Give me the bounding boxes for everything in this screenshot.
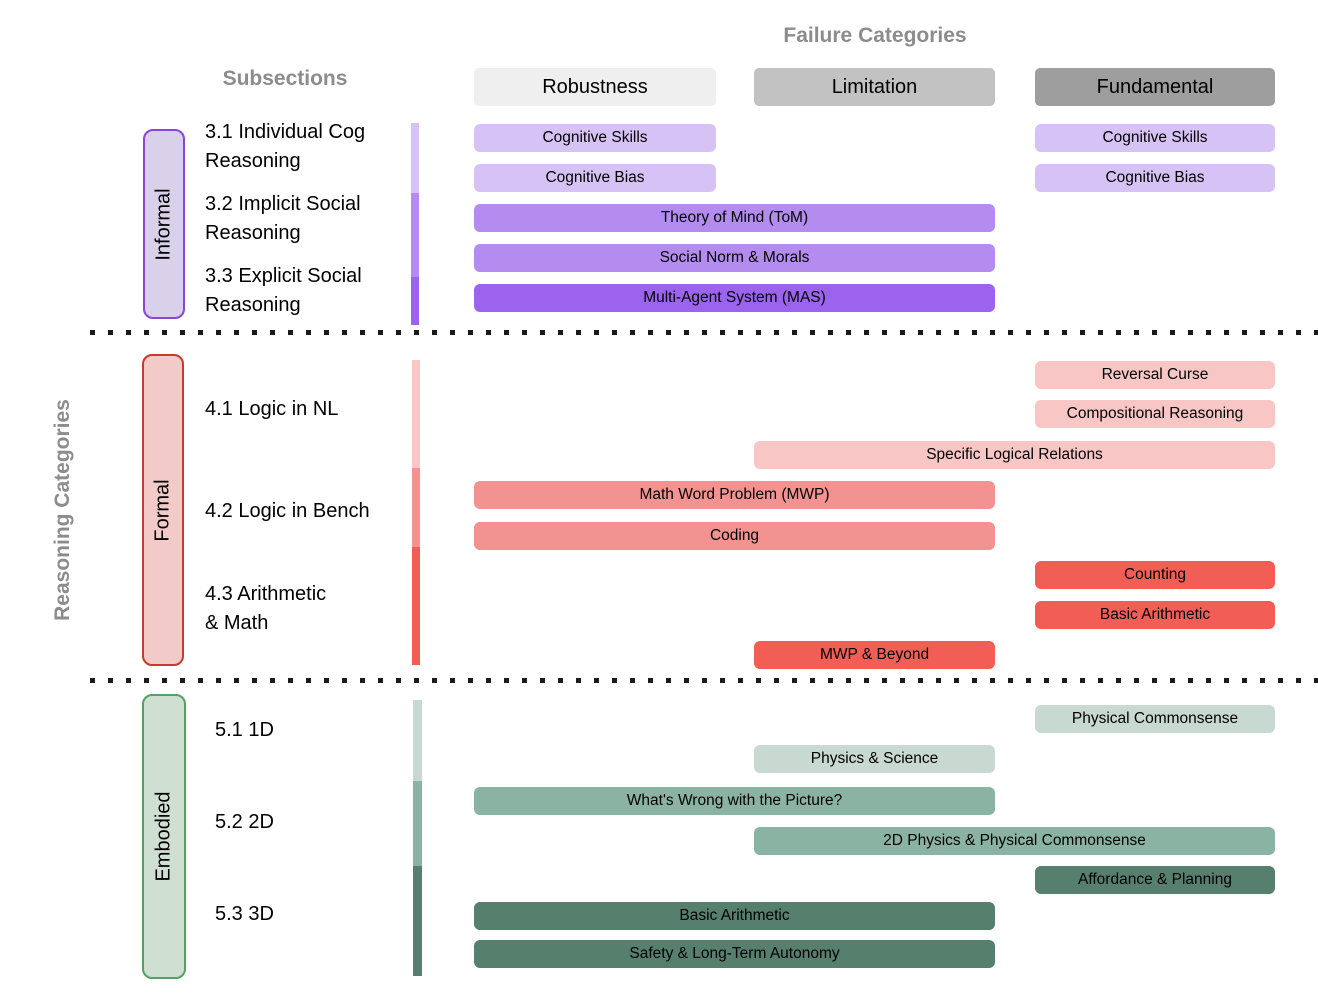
subsection-3-3-line1: 3.3 Explicit Social <box>205 265 362 287</box>
bar-physics-science: Physics & Science <box>754 745 995 773</box>
subsection-5-1-line1: 5.1 1D <box>215 719 274 741</box>
subsections-heading: Subsections <box>222 67 348 90</box>
strip-embodied-5-1 <box>413 700 422 781</box>
bar-basic-arithmetic-formal: Basic Arithmetic <box>1035 601 1275 629</box>
strip-informal-3-3 <box>411 277 419 325</box>
group-label-formal: Formal <box>151 478 174 542</box>
bar-specific-logical-relations: Specific Logical Relations <box>754 441 1275 469</box>
group-box-embodied: Embodied <box>142 694 186 979</box>
bar-theory-of-mind: Theory of Mind (ToM) <box>474 204 995 232</box>
bar-cognitive-bias-fundamental: Cognitive Bias <box>1035 164 1275 192</box>
bar-counting: Counting <box>1035 561 1275 589</box>
subsection-3-3: 3.3 Explicit Social Reasoning <box>205 262 362 320</box>
subsection-3-1: 3.1 Individual Cog Reasoning <box>205 118 365 176</box>
group-label-embodied: Embodied <box>152 791 175 882</box>
subsection-5-3-line1: 5.3 3D <box>215 903 274 925</box>
group-box-informal: Informal <box>143 129 185 319</box>
column-header-robustness: Robustness <box>474 68 716 106</box>
subsection-3-2-line2: Reasoning <box>205 222 301 244</box>
bar-2d-physics-commonsense: 2D Physics & Physical Commonsense <box>754 827 1275 855</box>
bar-cognitive-skills-fundamental: Cognitive Skills <box>1035 124 1275 152</box>
strip-informal-3-1 <box>411 123 419 193</box>
separator-informal-formal <box>90 330 1318 335</box>
bar-reversal-curse: Reversal Curse <box>1035 361 1275 389</box>
subsection-3-1-line1: 3.1 Individual Cog <box>205 121 366 143</box>
bar-coding: Coding <box>474 522 995 550</box>
bar-math-word-problem: Math Word Problem (MWP) <box>474 481 995 509</box>
strip-informal-3-2 <box>411 193 419 277</box>
bar-multi-agent-system: Multi-Agent System (MAS) <box>474 284 995 312</box>
subsection-4-3-line2: & Math <box>205 612 269 634</box>
column-header-fundamental: Fundamental <box>1035 68 1275 106</box>
subsection-5-2-line1: 5.2 2D <box>215 811 274 833</box>
group-label-informal: Informal <box>152 187 175 261</box>
column-header-limitation: Limitation <box>754 68 995 106</box>
group-box-formal: Formal <box>142 354 184 666</box>
subsection-5-3: 5.3 3D <box>215 900 274 929</box>
bar-cognitive-bias-robustness: Cognitive Bias <box>474 164 716 192</box>
subsection-4-3-line1: 4.3 Arithmetic <box>205 583 327 605</box>
subsection-4-2-line1: 4.2 Logic in Bench <box>205 500 370 522</box>
bar-cognitive-skills-robustness: Cognitive Skills <box>474 124 716 152</box>
bar-social-norm-morals: Social Norm & Morals <box>474 244 995 272</box>
subsection-3-1-line2: Reasoning <box>205 150 301 172</box>
bar-basic-arithmetic-embodied: Basic Arithmetic <box>474 902 995 930</box>
bar-affordance-planning: Affordance & Planning <box>1035 866 1275 894</box>
subsection-3-3-line2: Reasoning <box>205 294 301 316</box>
bar-whats-wrong-with-picture: What's Wrong with the Picture? <box>474 787 995 815</box>
bar-safety-long-term-autonomy: Safety & Long-Term Autonomy <box>474 940 995 968</box>
subsection-3-2: 3.2 Implicit Social Reasoning <box>205 190 361 248</box>
strip-formal-4-2 <box>412 468 420 547</box>
strip-embodied-5-3 <box>413 866 422 976</box>
strip-formal-4-3 <box>412 547 420 665</box>
subsection-4-3: 4.3 Arithmetic & Math <box>205 580 326 638</box>
subsection-5-2: 5.2 2D <box>215 808 274 837</box>
subsection-5-1: 5.1 1D <box>215 716 274 745</box>
reasoning-categories-heading: Reasoning Categories <box>51 399 74 621</box>
bar-compositional-reasoning: Compositional Reasoning <box>1035 400 1275 428</box>
bar-physical-commonsense: Physical Commonsense <box>1035 705 1275 733</box>
subsection-4-1: 4.1 Logic in NL <box>205 395 338 424</box>
subsection-3-2-line1: 3.2 Implicit Social <box>205 193 361 215</box>
strip-formal-4-1 <box>412 360 420 468</box>
failure-categories-heading: Failure Categories <box>783 24 967 47</box>
strip-embodied-5-2 <box>413 781 422 866</box>
bar-mwp-and-beyond: MWP & Beyond <box>754 641 995 669</box>
subsection-4-1-line1: 4.1 Logic in NL <box>205 398 339 420</box>
separator-formal-embodied <box>90 678 1318 683</box>
subsection-4-2: 4.2 Logic in Bench <box>205 497 370 526</box>
